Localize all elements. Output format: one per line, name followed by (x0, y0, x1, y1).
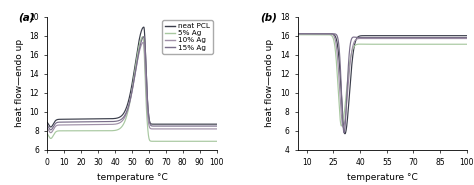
Text: (a): (a) (18, 13, 35, 23)
Y-axis label: heat flow—endo up: heat flow—endo up (265, 39, 274, 127)
Legend: neat PCL, 5% Ag, 10% Ag, 15% Ag: neat PCL, 5% Ag, 10% Ag, 15% Ag (162, 20, 213, 53)
Text: (b): (b) (261, 13, 277, 23)
X-axis label: temperature °C: temperature °C (347, 173, 418, 182)
Y-axis label: heat flow—endo up: heat flow—endo up (15, 39, 24, 127)
X-axis label: temperature °C: temperature °C (97, 173, 167, 182)
